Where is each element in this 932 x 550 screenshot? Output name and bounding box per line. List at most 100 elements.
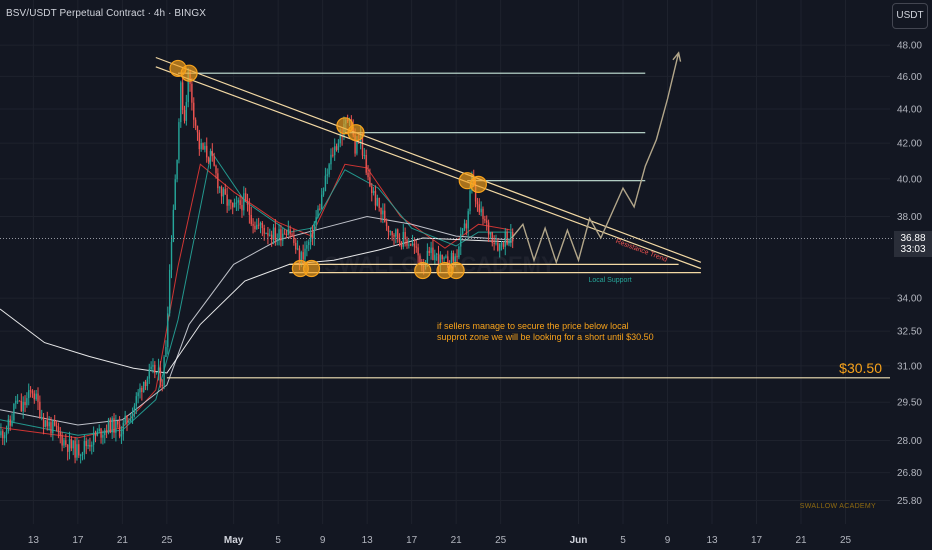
candle-body xyxy=(46,420,48,427)
candle-body xyxy=(142,381,145,392)
candle-body xyxy=(259,222,262,225)
watermark-text: SWALLOW ACADEMY xyxy=(799,503,876,510)
candle-body xyxy=(148,369,150,379)
candle-body xyxy=(0,431,2,436)
candle-body xyxy=(20,400,23,412)
candle-body xyxy=(100,428,102,438)
candle-body xyxy=(115,421,117,433)
candle-body xyxy=(489,232,492,235)
drawings: SWALLOW ACADEMY xyxy=(0,51,894,379)
candle-body xyxy=(176,159,178,180)
candle-body xyxy=(263,228,265,234)
candle-body xyxy=(454,256,456,262)
candle-body xyxy=(320,194,323,209)
candle-body xyxy=(57,426,60,432)
candle-body xyxy=(243,193,245,211)
candle-body xyxy=(261,222,264,229)
candle-body xyxy=(39,401,41,418)
candle-body xyxy=(59,431,61,436)
candle-body xyxy=(389,231,392,233)
candle-body xyxy=(163,357,165,386)
candle-body xyxy=(435,253,438,255)
candle-body xyxy=(278,229,280,239)
candle-body xyxy=(41,417,43,419)
candle-body xyxy=(126,415,128,423)
candle-body xyxy=(122,422,125,435)
candle-body xyxy=(157,367,160,372)
candle-body xyxy=(26,398,28,406)
price-axis[interactable]: 48.00 46.00 44.00 42.00 40.00 38.00 34.00 32.50… xyxy=(897,41,922,507)
candle-body xyxy=(52,420,54,434)
x-tick-label: 13 xyxy=(706,535,718,546)
candle-body xyxy=(465,223,468,229)
candle-body xyxy=(491,232,493,243)
candle-body xyxy=(35,393,37,400)
candle-body xyxy=(89,445,91,447)
candle-body xyxy=(105,430,108,433)
candle-body xyxy=(385,222,388,227)
candle-body xyxy=(44,420,47,427)
candle-body xyxy=(441,254,443,260)
candle-body xyxy=(231,202,234,208)
candle-body xyxy=(384,210,386,223)
candle-body xyxy=(341,135,343,138)
candle-body xyxy=(409,244,412,246)
local-support-label: Local Support xyxy=(588,276,632,284)
candle-body xyxy=(29,390,32,392)
candle-body xyxy=(510,232,512,242)
y-tick-label: 32.50 xyxy=(897,327,922,338)
candle-body xyxy=(274,227,277,241)
candle-body xyxy=(68,439,71,452)
candle-body xyxy=(504,231,506,247)
candle-body xyxy=(206,145,208,158)
candle-body xyxy=(322,190,325,195)
candle-body xyxy=(183,109,186,121)
candle-body xyxy=(291,234,293,236)
candle-body xyxy=(400,241,403,247)
candle-body xyxy=(254,225,256,230)
candle-body xyxy=(198,132,201,150)
candle-body xyxy=(107,419,110,433)
candle-body xyxy=(337,143,340,150)
bar-countdown: 33:03 xyxy=(900,244,926,255)
candle-body xyxy=(98,428,100,432)
candle-body xyxy=(228,199,230,206)
x-tick-label: 25 xyxy=(161,535,173,546)
candle-body xyxy=(276,238,278,241)
currency-button[interactable]: USDT xyxy=(892,3,928,29)
x-tick-label: Jun xyxy=(570,535,588,546)
x-tick-label: 21 xyxy=(117,535,129,546)
candle-body xyxy=(55,425,58,427)
candle-body xyxy=(92,432,95,445)
candle-body xyxy=(295,242,297,250)
moving-average-line xyxy=(0,150,512,436)
x-tick-label: 25 xyxy=(495,535,507,546)
x-tick-label: 13 xyxy=(362,535,374,546)
candle-body xyxy=(70,439,73,449)
candle-body xyxy=(463,223,466,229)
candle-body xyxy=(74,440,76,458)
touch-point-marker xyxy=(180,64,198,82)
chart-title: BSV/USDT Perpetual Contract · 4h · BINGX xyxy=(6,8,207,19)
candle-body xyxy=(61,435,63,446)
candle-body xyxy=(63,440,65,446)
candle-body xyxy=(460,233,462,247)
candle-body xyxy=(167,313,169,347)
candle-body xyxy=(154,364,156,373)
candle-body xyxy=(493,242,495,244)
candle-body xyxy=(363,154,366,156)
y-tick-label: 25.80 xyxy=(897,496,922,507)
candle-body xyxy=(250,214,252,225)
candle-body xyxy=(37,393,39,402)
candle-body xyxy=(272,227,275,240)
moving-average-line xyxy=(0,163,512,439)
candle-body xyxy=(65,440,67,445)
candle-body xyxy=(3,435,6,439)
projection-arrowhead xyxy=(672,51,682,62)
candle-body xyxy=(419,255,421,264)
candle-body xyxy=(434,254,436,261)
candle-body xyxy=(367,172,369,178)
candle-body xyxy=(478,204,481,213)
time-axis[interactable]: 13 17 21 25 May 5 9 13 17 21 25 Jun 5 9 13 17 21 25 xyxy=(28,535,852,546)
